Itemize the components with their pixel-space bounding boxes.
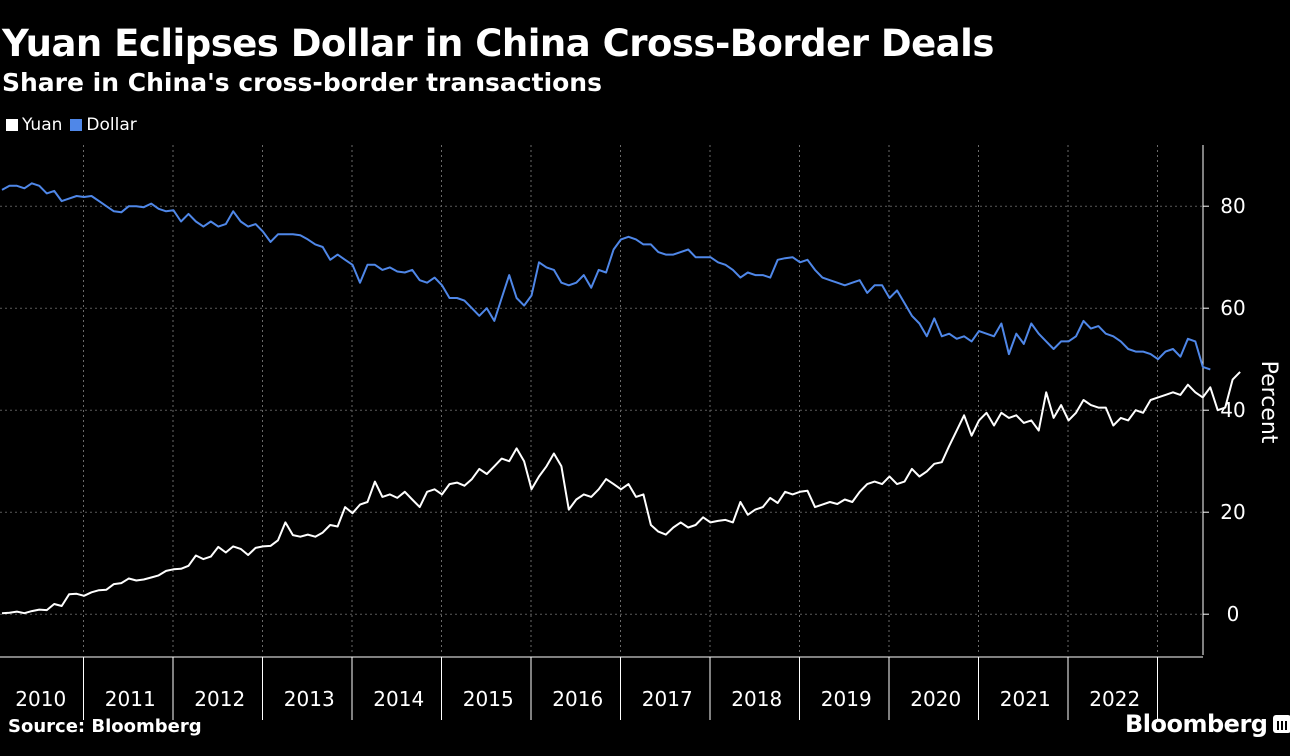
x-tick-label-2014: 2014 [373, 687, 424, 711]
x-tick-label-2013: 2013 [284, 687, 335, 711]
x-tick-label-2012: 2012 [194, 687, 245, 711]
y-tick-label-40: 40 [1220, 398, 1245, 422]
x-tick-label-2016: 2016 [552, 687, 603, 711]
legend-label-dollar: Dollar [86, 115, 137, 135]
x-tick-label-2022: 2022 [1089, 687, 1140, 711]
chart-subtitle: Share in China's cross-border transactio… [2, 68, 602, 97]
chart-title: Yuan Eclipses Dollar in China Cross-Bord… [2, 22, 994, 65]
x-tick-label-2010: 2010 [15, 687, 66, 711]
x-tick-label-2021: 2021 [1000, 687, 1051, 711]
y-axis-label: Percent [1256, 361, 1281, 444]
legend-item-dollar: Dollar [70, 115, 137, 135]
x-tick-label-2018: 2018 [731, 687, 782, 711]
source-note: Source: Bloomberg [8, 716, 202, 737]
x-tick-label-2019: 2019 [821, 687, 872, 711]
legend-label-yuan: Yuan [22, 115, 63, 135]
legend: Yuan Dollar [6, 115, 145, 135]
series-line-dollar [1, 182, 1211, 371]
x-tick-label-2011: 2011 [105, 687, 156, 711]
y-tick-label-60: 60 [1220, 296, 1245, 320]
legend-swatch-dollar [70, 119, 83, 131]
series-line-yuan [1, 371, 1241, 615]
x-tick-label-2015: 2015 [463, 687, 514, 711]
brand-logo: Bloomberg [1125, 710, 1290, 738]
bar-chart-icon [1273, 715, 1290, 733]
y-tick-label-0: 0 [1227, 602, 1240, 626]
legend-swatch-yuan [6, 119, 18, 131]
brand-wordmark: Bloomberg [1125, 710, 1268, 738]
y-tick-label-80: 80 [1220, 194, 1245, 218]
x-tick-label-2017: 2017 [642, 687, 693, 711]
y-tick-label-20: 20 [1220, 500, 1245, 524]
x-tick-label-2020: 2020 [910, 687, 961, 711]
legend-item-yuan: Yuan [6, 115, 62, 135]
